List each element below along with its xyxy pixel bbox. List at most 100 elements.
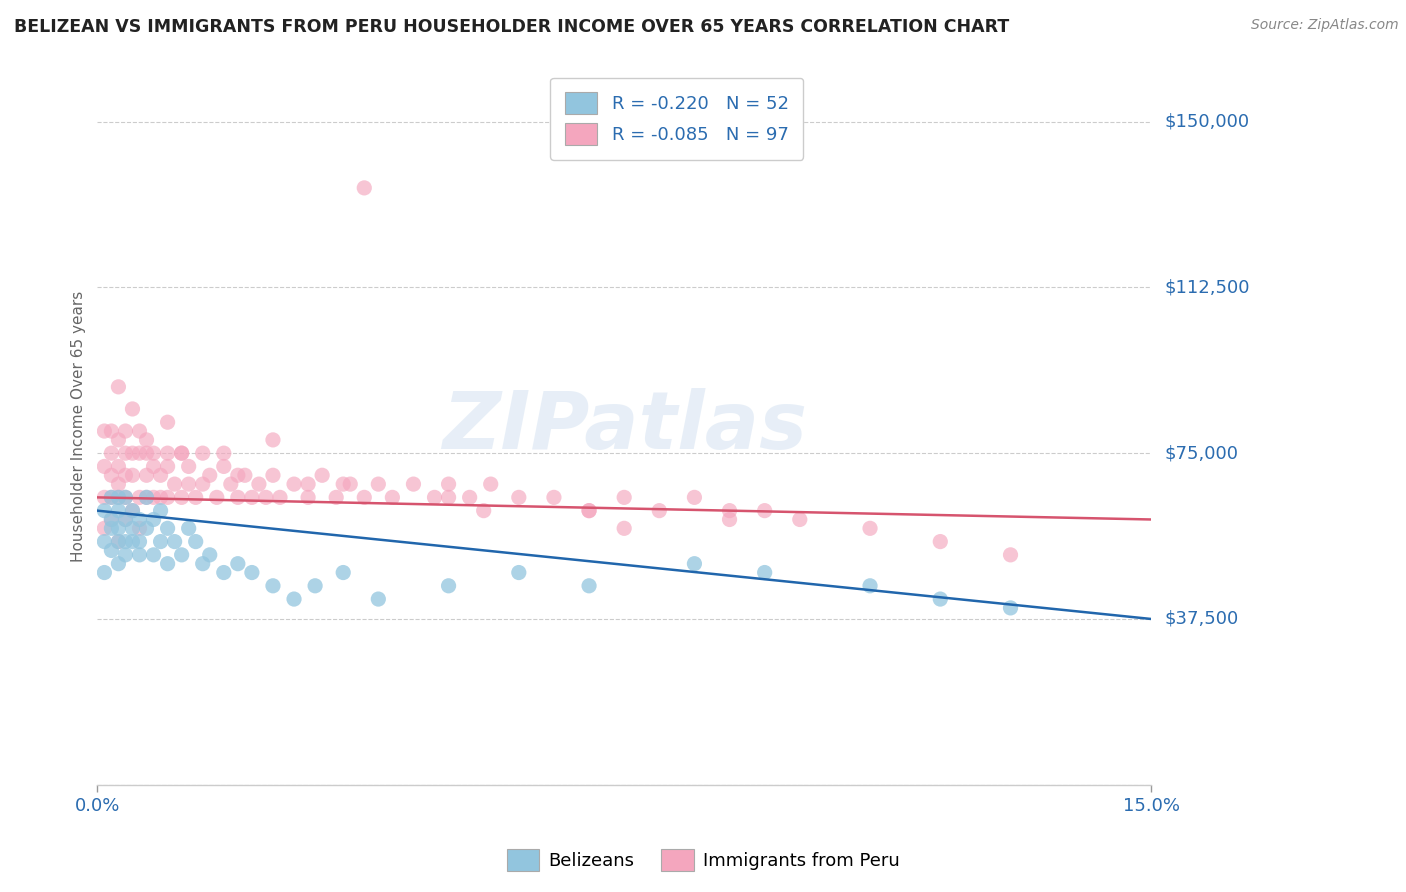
Point	[149, 491, 172, 505]
Point	[142, 548, 165, 562]
Point	[437, 491, 460, 505]
Point	[107, 380, 129, 394]
Point	[205, 491, 228, 505]
Point	[367, 477, 389, 491]
Point	[191, 557, 214, 571]
Point	[458, 491, 481, 505]
Point	[508, 491, 530, 505]
Point	[93, 424, 115, 438]
Point	[508, 566, 530, 580]
Point	[135, 446, 157, 460]
Point	[283, 477, 305, 491]
Point	[1000, 548, 1022, 562]
Point	[93, 491, 115, 505]
Point	[339, 477, 361, 491]
Point	[1000, 601, 1022, 615]
Point	[297, 477, 319, 491]
Point	[114, 491, 136, 505]
Point	[93, 521, 115, 535]
Point	[198, 548, 221, 562]
Point	[107, 491, 129, 505]
Point	[107, 534, 129, 549]
Point	[212, 446, 235, 460]
Point	[177, 459, 200, 474]
Point	[121, 534, 143, 549]
Legend: R = -0.220   N = 52, R = -0.085   N = 97: R = -0.220 N = 52, R = -0.085 N = 97	[550, 78, 803, 160]
Point	[353, 491, 375, 505]
Point	[107, 491, 129, 505]
Point	[177, 521, 200, 535]
Point	[128, 446, 150, 460]
Point	[437, 579, 460, 593]
Y-axis label: Householder Income Over 65 years: Householder Income Over 65 years	[72, 291, 86, 562]
Point	[128, 521, 150, 535]
Point	[297, 491, 319, 505]
Point	[254, 491, 277, 505]
Point	[128, 491, 150, 505]
Point	[163, 534, 186, 549]
Point	[191, 477, 214, 491]
Point	[149, 503, 172, 517]
Point	[121, 503, 143, 517]
Point	[100, 491, 122, 505]
Point	[135, 468, 157, 483]
Point	[114, 512, 136, 526]
Point	[114, 424, 136, 438]
Point	[578, 579, 600, 593]
Point	[423, 491, 446, 505]
Point	[100, 512, 122, 526]
Point	[578, 503, 600, 517]
Point	[114, 548, 136, 562]
Point	[121, 521, 143, 535]
Point	[121, 401, 143, 416]
Point	[929, 534, 952, 549]
Text: Source: ZipAtlas.com: Source: ZipAtlas.com	[1251, 18, 1399, 32]
Point	[184, 491, 207, 505]
Point	[128, 512, 150, 526]
Point	[114, 468, 136, 483]
Point	[107, 459, 129, 474]
Point	[100, 446, 122, 460]
Point	[121, 468, 143, 483]
Point	[142, 446, 165, 460]
Point	[479, 477, 502, 491]
Point	[578, 503, 600, 517]
Point	[121, 446, 143, 460]
Point	[156, 557, 179, 571]
Point	[269, 491, 291, 505]
Point	[332, 477, 354, 491]
Point	[240, 491, 263, 505]
Point	[177, 477, 200, 491]
Point	[543, 491, 565, 505]
Point	[262, 433, 284, 447]
Text: $150,000: $150,000	[1166, 112, 1250, 130]
Point	[683, 491, 706, 505]
Point	[170, 491, 193, 505]
Point	[114, 512, 136, 526]
Point	[226, 557, 249, 571]
Point	[718, 503, 741, 517]
Point	[100, 468, 122, 483]
Point	[283, 592, 305, 607]
Point	[648, 503, 671, 517]
Point	[149, 534, 172, 549]
Point	[149, 468, 172, 483]
Text: $112,500: $112,500	[1166, 278, 1250, 296]
Point	[135, 521, 157, 535]
Legend: Belizeans, Immigrants from Peru: Belizeans, Immigrants from Peru	[499, 842, 907, 879]
Point	[156, 521, 179, 535]
Point	[613, 491, 636, 505]
Point	[170, 446, 193, 460]
Point	[247, 477, 270, 491]
Point	[114, 534, 136, 549]
Point	[142, 459, 165, 474]
Point	[184, 534, 207, 549]
Point	[219, 477, 242, 491]
Point	[135, 491, 157, 505]
Point	[262, 579, 284, 593]
Point	[142, 491, 165, 505]
Point	[613, 521, 636, 535]
Point	[170, 446, 193, 460]
Point	[212, 459, 235, 474]
Point	[128, 424, 150, 438]
